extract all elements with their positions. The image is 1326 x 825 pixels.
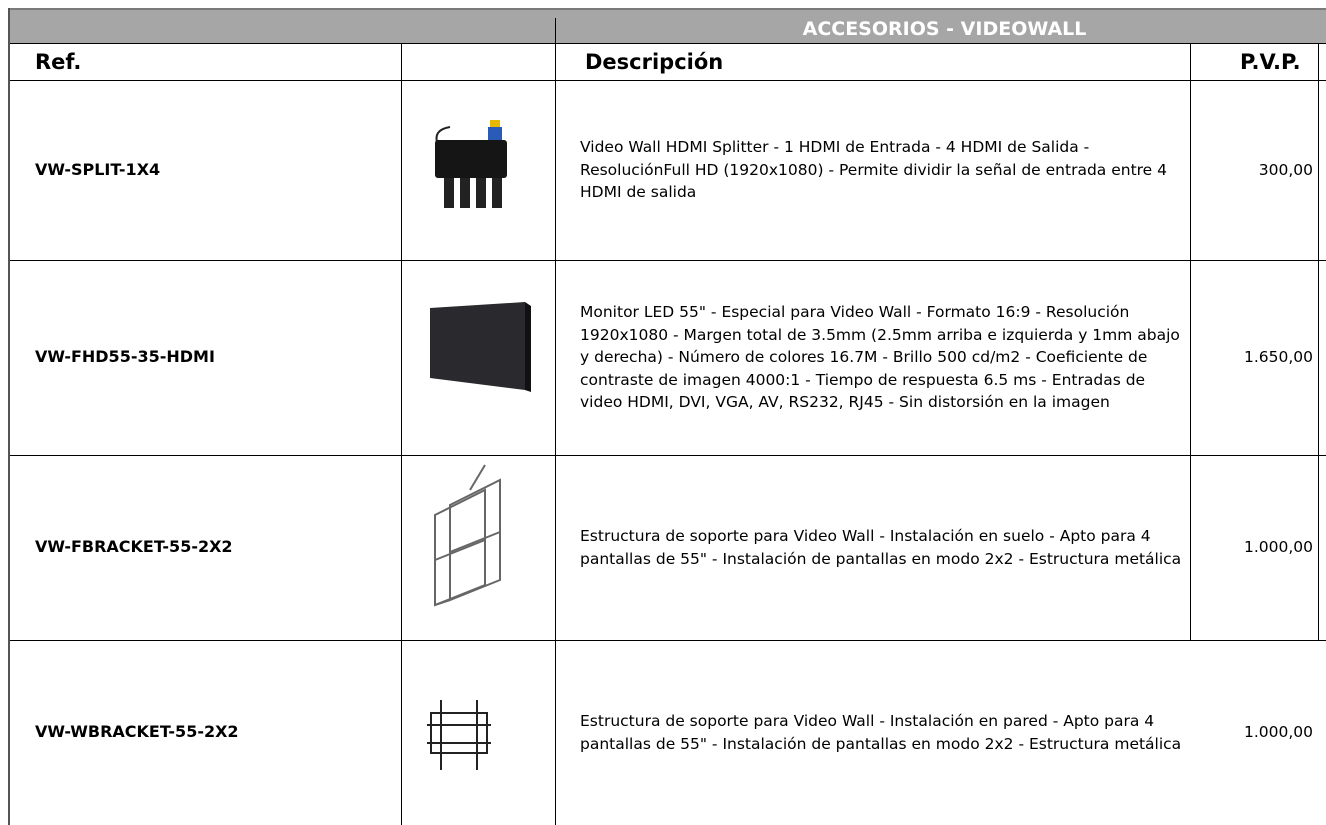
product-image [427, 700, 491, 770]
col-border [1318, 43, 1319, 640]
table-title: ACCESORIOS - VIDEOWALL [802, 18, 1087, 40]
ref-cell: VW-FHD55-35-HDMI [35, 347, 215, 367]
ref-cell: VW-SPLIT-1X4 [35, 159, 161, 179]
row-border [8, 455, 1326, 456]
title-bar: ACCESORIOS - VIDEOWALL [8, 8, 1326, 43]
product-image [430, 302, 531, 392]
col-border [1190, 43, 1191, 640]
col-border [555, 18, 556, 825]
description-cell: Estructura de soporte para Video Wall - … [580, 527, 1182, 568]
description-cell: Estructura de soporte para Video Wall - … [580, 712, 1182, 753]
price-cell: 1.650,00 [1243, 348, 1313, 367]
col-border [401, 43, 402, 825]
ref-cell: VW-FBRACKET-55-2X2 [35, 537, 233, 557]
product-image [435, 120, 507, 208]
column-header: P.V.P. [1240, 50, 1301, 74]
row-border [8, 640, 1326, 641]
row-border [8, 43, 1326, 44]
price-cell: 300,00 [1258, 160, 1313, 179]
description-cell: Monitor LED 55" - Especial para Video Wa… [580, 303, 1180, 412]
product-image [434, 464, 501, 607]
col-border [8, 8, 10, 825]
description-cell: Video Wall HDMI Splitter - 1 HDMI de Ent… [580, 138, 1168, 202]
row-border [8, 80, 1326, 81]
ref-cell: VW-WBRACKET-55-2X2 [35, 722, 239, 742]
price-cell: 1.000,00 [1243, 723, 1313, 742]
price-cell: 1.000,00 [1243, 538, 1313, 557]
column-header: Ref. [35, 50, 82, 74]
row-border [8, 260, 1326, 261]
column-header: Descripción [585, 50, 724, 74]
